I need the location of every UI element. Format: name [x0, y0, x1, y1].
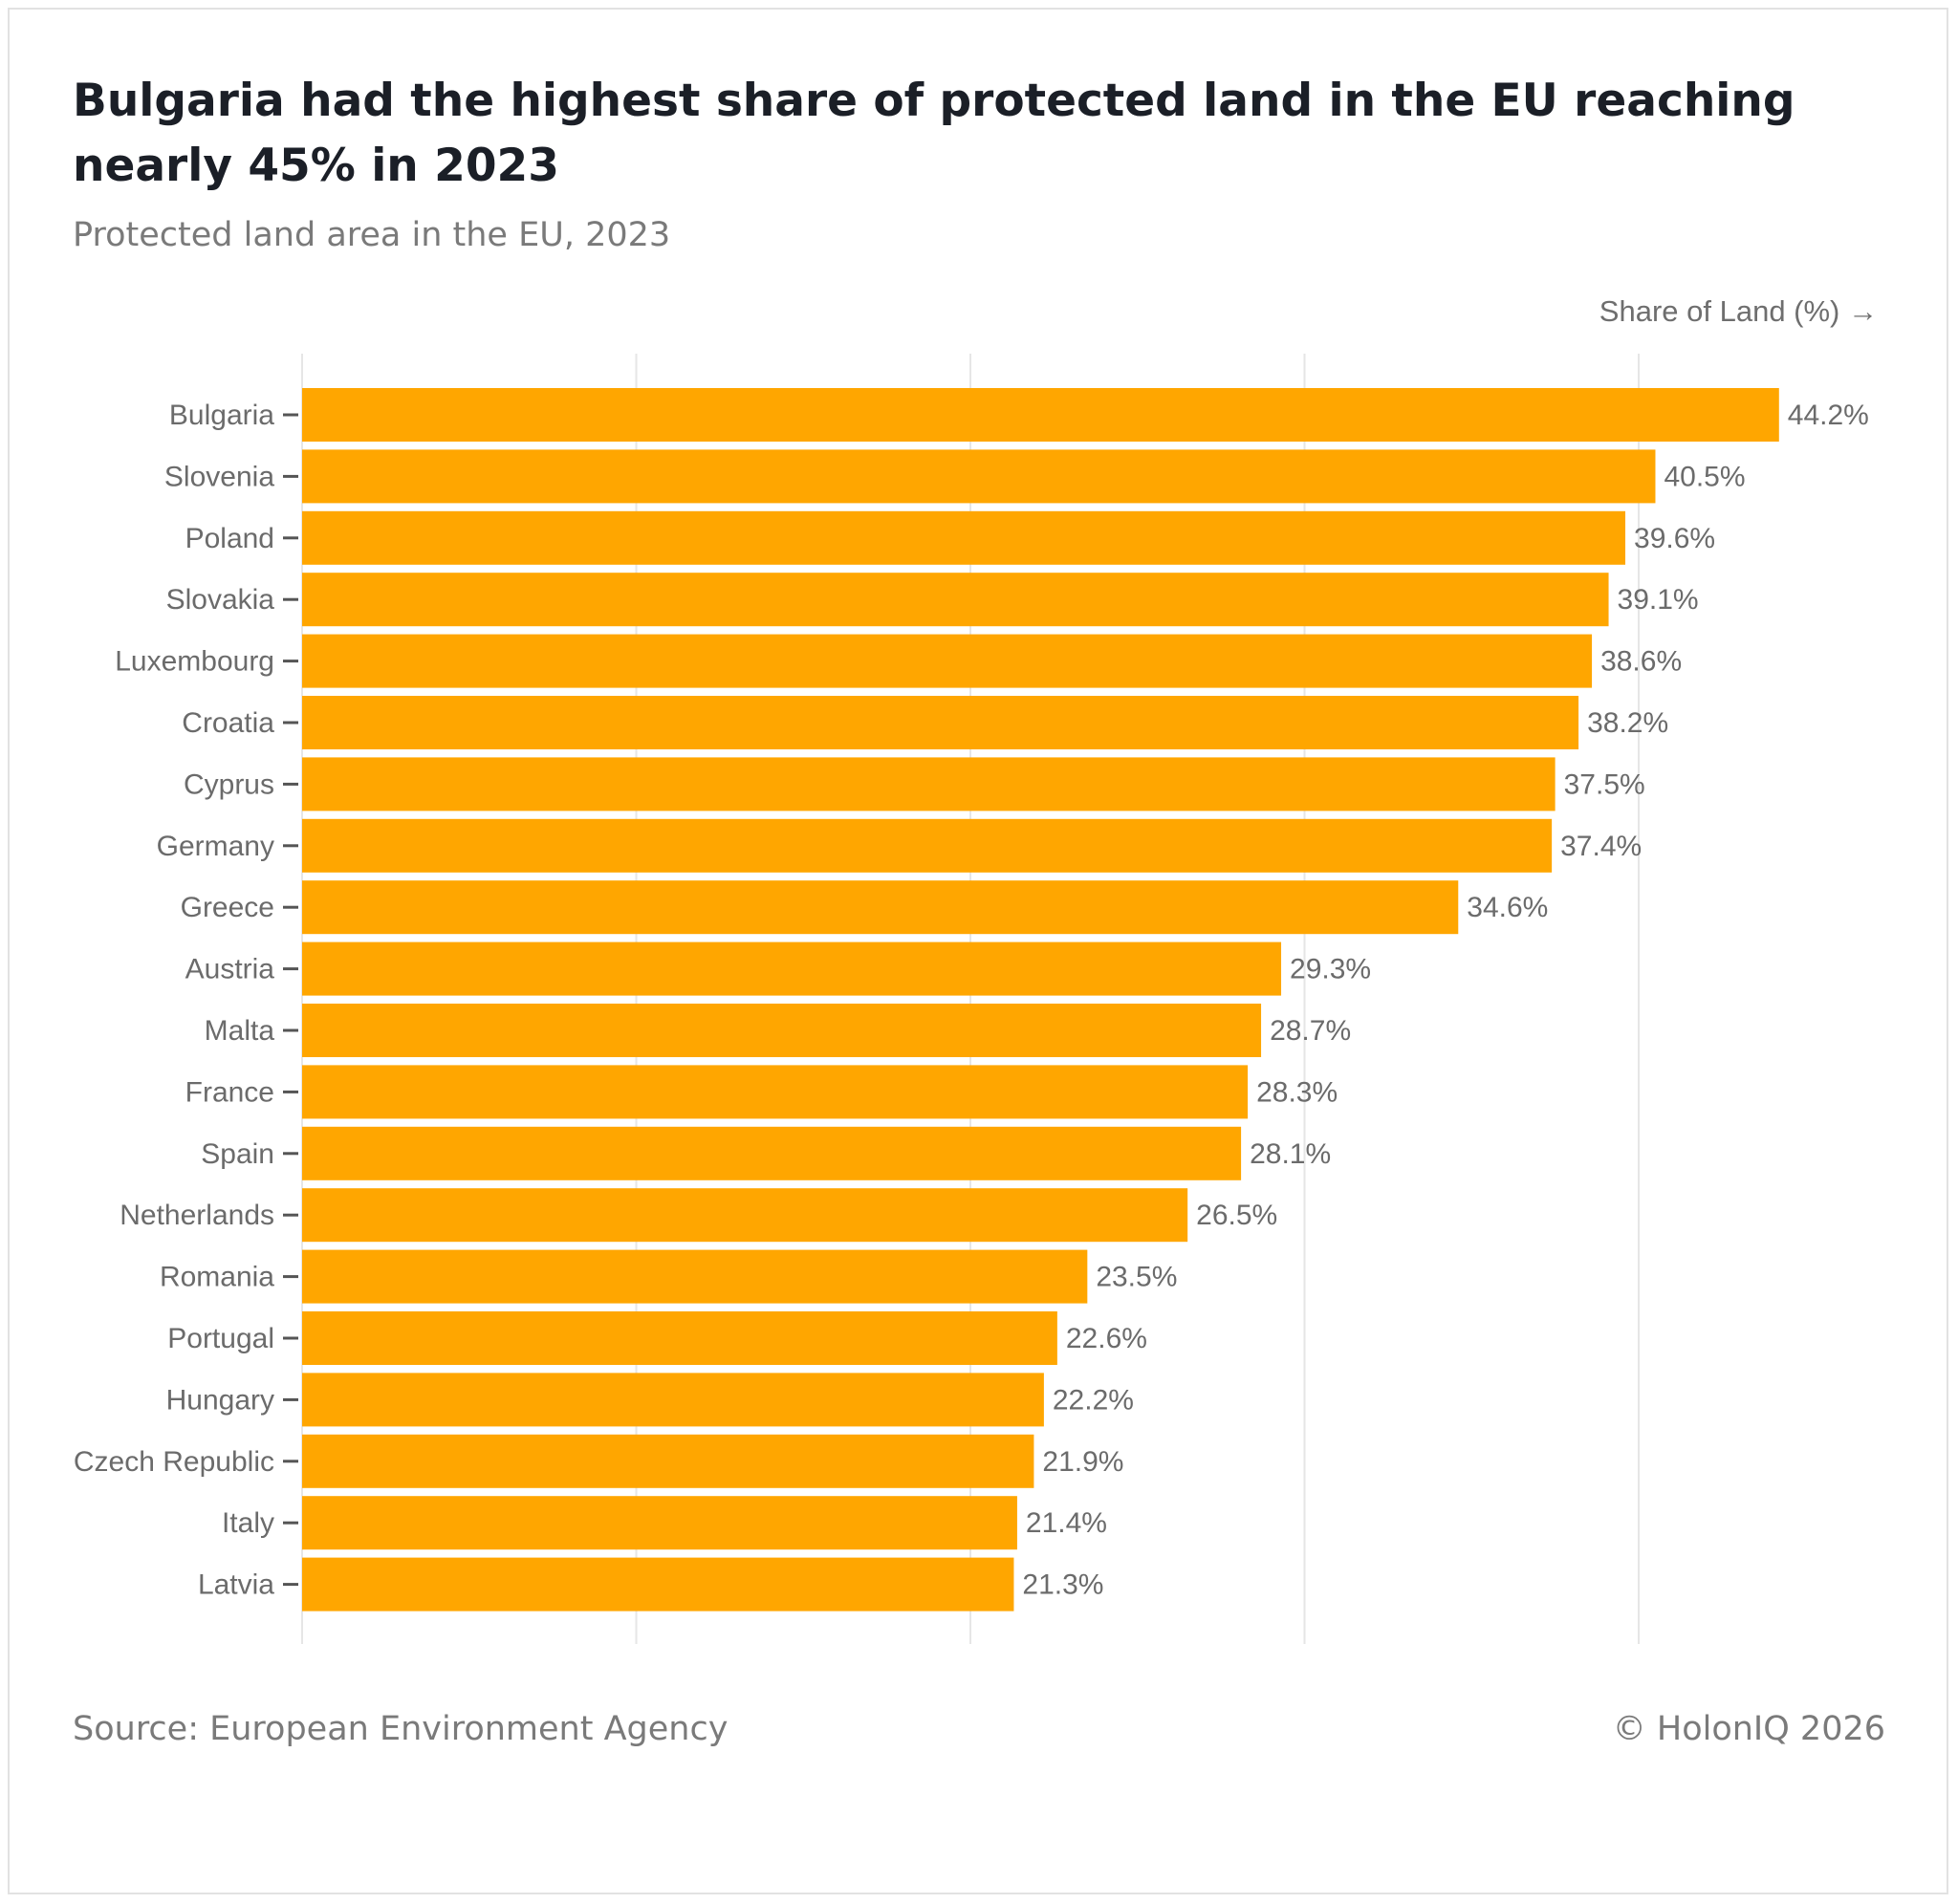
value-label: 39.6%: [1634, 523, 1715, 554]
category-label: Romania: [160, 1262, 274, 1293]
copyright-note: © HolonIQ 2026: [1612, 1710, 1885, 1748]
category-label: Slovakia: [166, 584, 275, 616]
bar-germany: [302, 818, 1553, 873]
bar-bulgaria: [302, 388, 1779, 442]
source-note: Source: European Environment Agency: [73, 1710, 729, 1748]
category-label: Malta: [205, 1015, 275, 1047]
category-labels: Bulgaria Slovenia Poland Slovakia Luxembourg…: [74, 400, 274, 1601]
gridlines: [301, 354, 1640, 1644]
value-label: 38.2%: [1587, 707, 1668, 739]
bar-austria: [302, 941, 1282, 996]
value-label: 23.5%: [1096, 1262, 1177, 1293]
category-label: Luxembourg: [115, 646, 274, 678]
category-label: Spain: [201, 1138, 274, 1170]
value-label: 28.3%: [1256, 1076, 1338, 1108]
value-label: 26.5%: [1196, 1200, 1277, 1231]
category-label: Netherlands: [120, 1200, 274, 1231]
value-label: 28.7%: [1270, 1015, 1351, 1047]
category-label: Slovenia: [164, 461, 274, 492]
category-label: France: [185, 1076, 274, 1108]
bar-italy: [302, 1496, 1017, 1550]
value-label: 22.2%: [1053, 1384, 1134, 1416]
category-label: Bulgaria: [169, 400, 274, 431]
bar-portugal: [302, 1311, 1057, 1365]
category-label: Italy: [222, 1507, 274, 1539]
category-label: Greece: [181, 892, 274, 923]
value-label: 39.1%: [1618, 584, 1699, 616]
bar-france: [302, 1065, 1249, 1119]
category-label: Cyprus: [184, 768, 274, 800]
value-label: 21.4%: [1026, 1507, 1107, 1539]
bar-czech-republic: [302, 1434, 1034, 1488]
bar-slovenia: [302, 449, 1656, 504]
bar-hungary: [302, 1373, 1044, 1427]
value-label: 21.9%: [1042, 1446, 1123, 1478]
category-label: Czech Republic: [74, 1446, 274, 1478]
value-label: 37.5%: [1564, 768, 1645, 800]
value-label: 34.6%: [1467, 892, 1548, 923]
bar-spain: [302, 1126, 1242, 1180]
value-label: 28.1%: [1250, 1138, 1331, 1170]
y-axis-ticks: [283, 413, 298, 1587]
bar-netherlands: [302, 1188, 1188, 1243]
bar-greece: [302, 880, 1459, 935]
value-label: 29.3%: [1290, 954, 1371, 985]
bar-latvia: [302, 1557, 1014, 1612]
category-label: Portugal: [167, 1323, 274, 1354]
category-label: Croatia: [182, 707, 274, 739]
bar-slovakia: [302, 573, 1609, 627]
category-label: Latvia: [198, 1569, 274, 1601]
x-axis-title: Share of Land (%) →: [1599, 294, 1878, 328]
bar-luxembourg: [302, 634, 1593, 688]
bar-malta: [302, 1004, 1262, 1057]
bar-poland: [302, 510, 1626, 565]
category-label: Hungary: [166, 1384, 274, 1416]
bar-romania: [302, 1249, 1088, 1304]
chart-subtitle: Protected land area in the EU, 2023: [73, 216, 671, 254]
value-label: 22.6%: [1066, 1323, 1147, 1354]
value-label: 38.6%: [1600, 646, 1682, 678]
value-label: 37.4%: [1560, 831, 1642, 862]
value-label: 44.2%: [1788, 400, 1869, 431]
category-label: Germany: [157, 831, 274, 862]
category-label: Austria: [185, 954, 275, 985]
value-label: 21.3%: [1022, 1569, 1103, 1601]
bar-croatia: [302, 696, 1579, 749]
chart-title: Bulgaria had the highest share of protec…: [73, 75, 1795, 192]
value-label: 40.5%: [1664, 461, 1745, 492]
value-labels: 44.2% 40.5% 39.6% 39.1% 38.6% 38.2% 37.5% 37.4%…: [1022, 400, 1868, 1601]
category-label: Poland: [185, 523, 274, 554]
bar-cyprus: [302, 757, 1556, 811]
bars: [302, 388, 1779, 1612]
